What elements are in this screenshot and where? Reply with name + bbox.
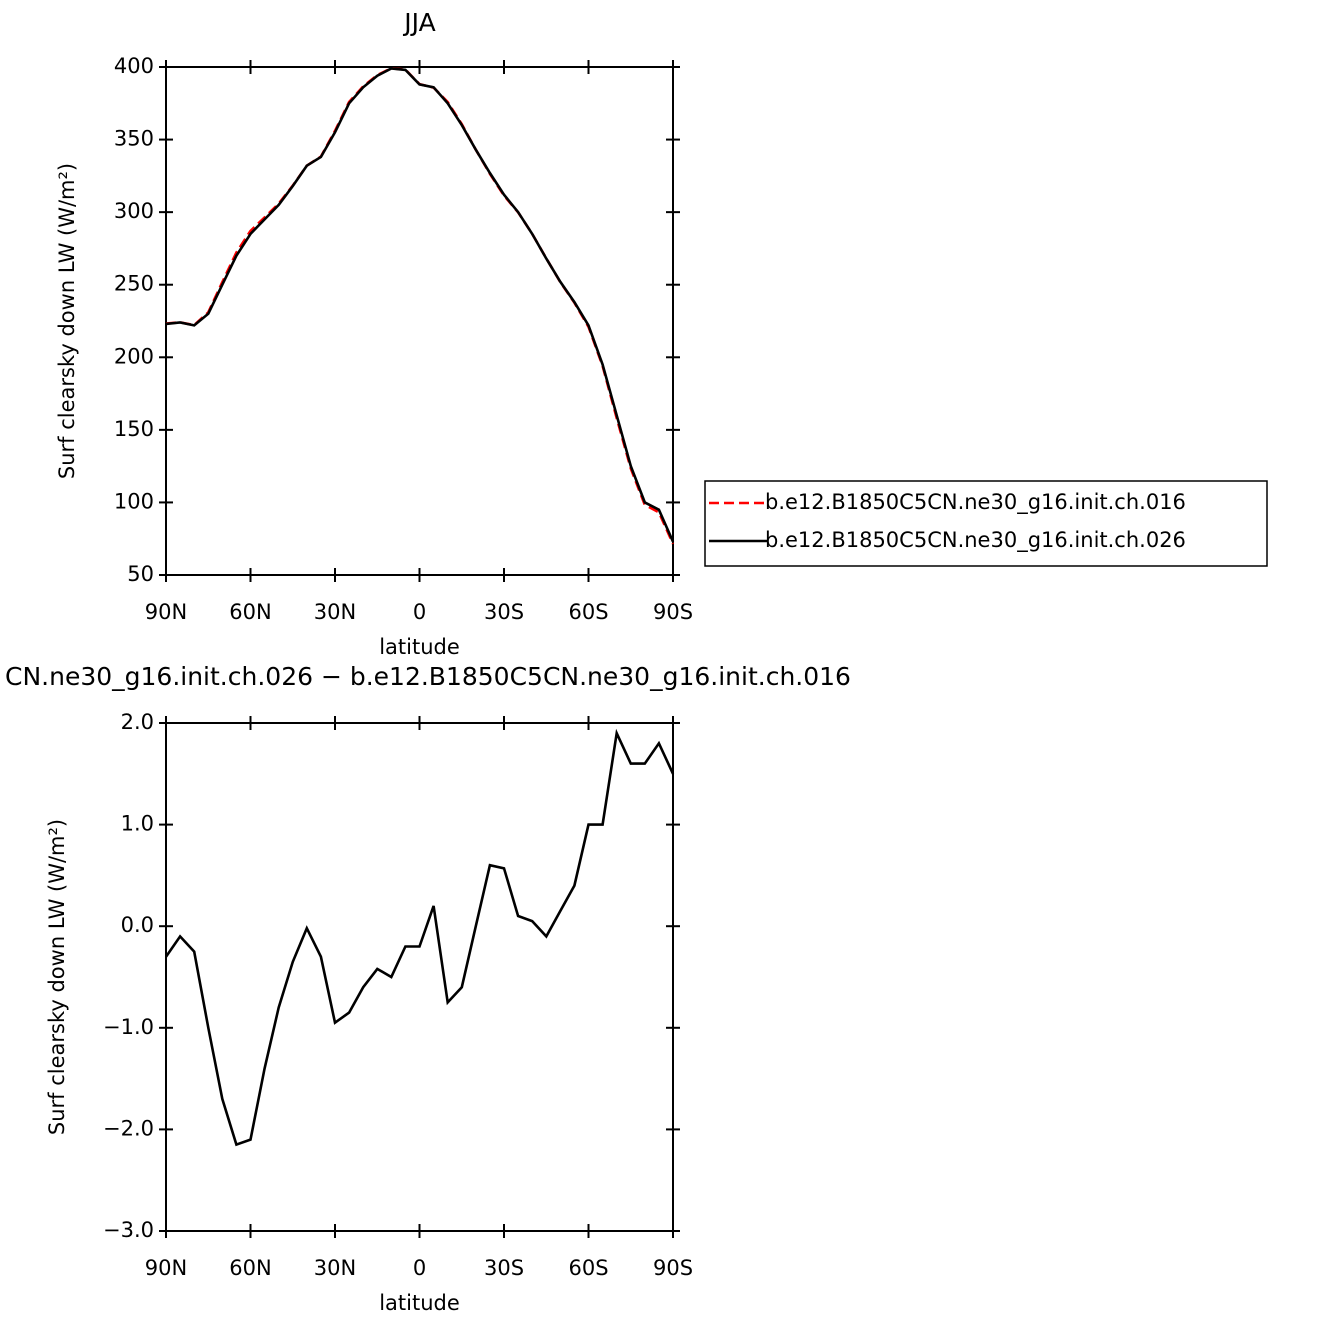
plot-frame: [165, 722, 674, 1232]
plot-frame: [165, 66, 674, 576]
y-tick-label: 2.0: [121, 710, 154, 734]
y-tick-label: 1.0: [121, 812, 154, 836]
y-tick-label: 400: [114, 54, 154, 78]
legend-box: [704, 480, 1268, 567]
x-tick-label: 30S: [484, 600, 524, 624]
data-line: [165, 67, 675, 543]
y-axis-label: Surf clearsky down LW (W/m²): [45, 819, 69, 1135]
x-axis-label: latitude: [379, 635, 460, 659]
x-tick-label: 30N: [314, 600, 356, 624]
x-tick-label: 90S: [653, 600, 693, 624]
x-tick-label: 0: [413, 600, 426, 624]
x-tick-label: 30S: [484, 1256, 524, 1280]
y-tick-label: 300: [114, 199, 154, 223]
x-axis-label: latitude: [379, 1291, 460, 1315]
y-tick-label: 0.0: [121, 913, 154, 937]
y-tick-label: 50: [127, 562, 154, 586]
x-tick-label: 30N: [314, 1256, 356, 1280]
y-tick-label: 250: [114, 272, 154, 296]
x-tick-label: 60S: [568, 600, 608, 624]
x-tick-label: 60N: [229, 1256, 271, 1280]
chart-title: CN.ne30_g16.init.ch.026 − b.e12.B1850C5C…: [5, 662, 851, 691]
x-tick-label: 90N: [145, 1256, 187, 1280]
legend-label: b.e12.B1850C5CN.ne30_g16.init.ch.026: [765, 528, 1186, 553]
data-line: [164, 728, 675, 1147]
chart-title: JJA: [402, 8, 435, 37]
y-axis-label: Surf clearsky down LW (W/m²): [55, 163, 79, 479]
y-tick-label: −3.0: [103, 1218, 154, 1242]
x-tick-label: 60N: [229, 600, 271, 624]
y-tick-label: 100: [114, 489, 154, 513]
x-tick-label: 0: [413, 1256, 426, 1280]
data-line: [165, 66, 675, 545]
y-tick-label: 150: [114, 417, 154, 441]
x-tick-label: 60S: [568, 1256, 608, 1280]
y-tick-label: 350: [114, 127, 154, 151]
legend-label: b.e12.B1850C5CN.ne30_g16.init.ch.016: [765, 490, 1186, 515]
y-tick-label: 200: [114, 344, 154, 368]
y-tick-label: −1.0: [103, 1015, 154, 1039]
y-tick-label: −2.0: [103, 1116, 154, 1140]
x-tick-label: 90N: [145, 600, 187, 624]
x-tick-label: 90S: [653, 1256, 693, 1280]
